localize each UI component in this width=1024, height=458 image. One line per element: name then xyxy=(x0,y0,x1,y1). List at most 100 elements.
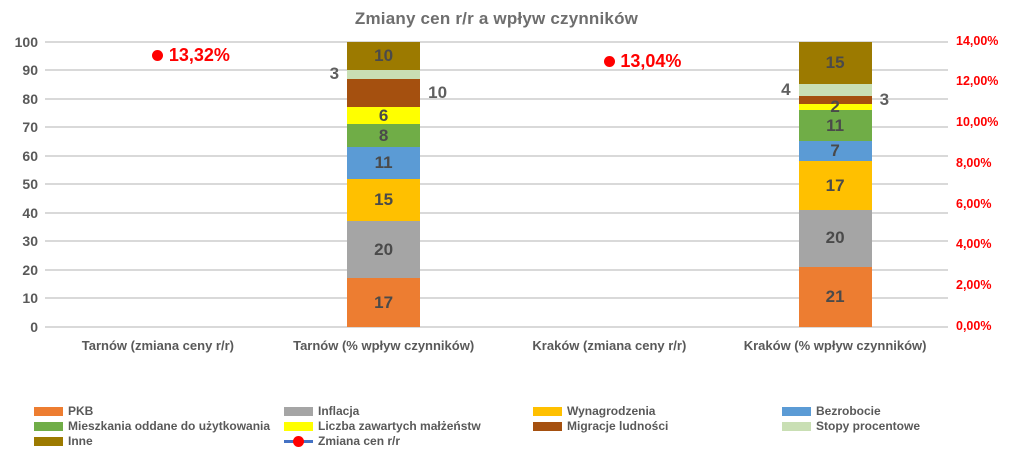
chart-title: Zmiany cen r/r a wpływ czynników xyxy=(354,9,639,28)
legend-label: Mieszkania oddane do użytkowania xyxy=(68,419,271,433)
y-axis-tick-label: 70 xyxy=(22,119,38,136)
bar-segment xyxy=(347,278,421,327)
y2-axis-tick-label: 8,00% xyxy=(956,155,992,170)
bar-segment xyxy=(347,107,421,125)
bar-segment-label: 8 xyxy=(378,125,389,145)
legend-item: Wynagrodzenia xyxy=(533,404,656,418)
bar-segment-label: 15 xyxy=(825,52,845,72)
bar-segment xyxy=(347,178,421,222)
y-axis-tick-label: 40 xyxy=(22,204,38,221)
category-label: Tarnów (zmiana ceny r/r) xyxy=(81,338,234,353)
bar-segment xyxy=(347,221,421,279)
bar-segment xyxy=(798,104,872,110)
gridline xyxy=(45,297,948,300)
legend-item: Inflacja xyxy=(284,404,359,418)
y2-axis-tick-label: 12,00% xyxy=(956,74,999,89)
gridline xyxy=(45,183,948,186)
legend-item: PKB xyxy=(34,404,94,418)
gridline xyxy=(45,40,948,43)
bar-segment-label: 4 xyxy=(781,80,791,100)
legend-item: Zmiana cen r/r xyxy=(284,434,400,448)
gridline xyxy=(45,97,948,100)
legend-swatch xyxy=(34,436,63,446)
legend-label: Stopy procentowe xyxy=(816,419,921,433)
bar-segment-label: 3 xyxy=(879,90,890,110)
gridline xyxy=(45,326,948,328)
bar-segment xyxy=(347,70,421,79)
y-axis-tick-label: 60 xyxy=(22,147,38,164)
legend-swatch xyxy=(34,406,63,416)
bar-segment-label: 11 xyxy=(826,115,845,135)
legend-label: Migracje ludności xyxy=(567,419,669,433)
category-label: Kraków (zmiana ceny r/r) xyxy=(532,338,687,353)
legend-item: Liczba zawartych małżeństw xyxy=(284,419,481,433)
bar-segment-label: 10 xyxy=(374,45,394,65)
bar-segment xyxy=(798,209,872,268)
bar-segment-label: 10 xyxy=(428,82,448,102)
y-axis-tick-label: 0 xyxy=(30,319,38,335)
bar-segment xyxy=(347,124,421,148)
legend-swatch xyxy=(34,421,63,431)
legend-item: Inne xyxy=(34,434,93,448)
gridline xyxy=(45,126,948,129)
y-axis-tick-label: 90 xyxy=(22,62,38,79)
y2-axis-tick-label: 4,00% xyxy=(956,237,992,252)
y-axis-tick-label: 50 xyxy=(22,176,38,193)
y2-axis-tick-label: 0,00% xyxy=(956,319,992,333)
legend-item: Migracje ludności xyxy=(533,419,669,433)
y-axis-tick-label: 20 xyxy=(22,261,38,278)
bar-segment-label: 6 xyxy=(378,105,389,125)
legend-item: Mieszkania oddane do użytkowania xyxy=(34,419,271,433)
gridline xyxy=(45,154,948,157)
y-axis-tick-label: 80 xyxy=(22,90,38,107)
bar-segment-label: 15 xyxy=(374,189,394,209)
gridline xyxy=(45,240,948,243)
y-axis-tick-label: 10 xyxy=(22,290,38,307)
bar-segment xyxy=(798,161,872,210)
legend-line-marker-icon xyxy=(284,435,313,447)
legend-swatch xyxy=(533,421,562,431)
price-change-marker-dot xyxy=(603,55,615,67)
bar-segment xyxy=(347,41,421,71)
legend-label: Liczba zawartych małżeństw xyxy=(318,419,481,433)
legend-label: Inne xyxy=(68,434,93,448)
legend-label: PKB xyxy=(68,404,94,418)
bar-segment xyxy=(798,95,872,105)
category-label: Kraków (% wpływ czynników) xyxy=(743,338,927,353)
legend-swatch xyxy=(284,421,313,431)
bar-segment xyxy=(798,110,872,142)
bar-segment-label: 3 xyxy=(329,64,340,84)
y2-axis-tick-label: 6,00% xyxy=(956,196,992,211)
price-change-marker-label: 13,04% xyxy=(620,51,682,72)
y2-axis-tick-label: 2,00% xyxy=(956,278,992,293)
legend-swatch xyxy=(284,406,313,416)
bar-segment xyxy=(798,41,872,85)
gridline xyxy=(45,268,948,271)
price-change-marker-dot xyxy=(152,49,164,61)
legend-swatch xyxy=(782,406,811,416)
bar-segment-label: 20 xyxy=(374,239,394,259)
gridline xyxy=(45,211,948,214)
bar-segment xyxy=(798,141,872,162)
y-axis-tick-label: 30 xyxy=(22,233,38,250)
legend-swatch xyxy=(533,406,562,416)
bar-segment-label: 20 xyxy=(825,228,845,248)
bar-segment-label: 11 xyxy=(374,152,393,172)
legend-item: Bezrobocie xyxy=(782,404,881,418)
bar-segment-label: 2 xyxy=(830,97,840,117)
bar-segment-label: 7 xyxy=(830,141,840,161)
gridline xyxy=(45,69,948,72)
bar-segment-label: 21 xyxy=(825,287,845,307)
y2-axis-tick-label: 10,00% xyxy=(956,115,999,130)
bar-segment xyxy=(798,84,872,96)
legend-item: Stopy procentowe xyxy=(782,419,921,433)
price-change-marker-label: 13,32% xyxy=(168,45,230,66)
legend-swatch xyxy=(782,421,811,431)
legend-label: Wynagrodzenia xyxy=(567,404,656,418)
bar-segment xyxy=(798,267,872,327)
bar-segment-label: 17 xyxy=(825,175,845,195)
marker-dot-icon xyxy=(293,435,304,447)
bar-segment xyxy=(347,147,421,179)
bar-segment xyxy=(347,78,421,108)
